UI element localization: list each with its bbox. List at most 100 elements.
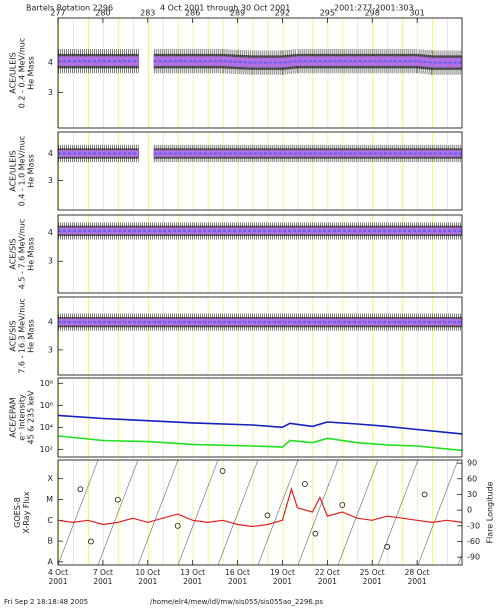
- intensity-line: [57, 414, 463, 435]
- y-axis-label: He Mass: [27, 154, 36, 188]
- panel-frame: [57, 131, 463, 211]
- y-axis-label: e⁻ Intensity: [18, 394, 27, 441]
- y-axis-label: He Mass: [27, 319, 36, 353]
- flare: [88, 538, 94, 545]
- x-tick-label: 13 Oct 2001: [180, 568, 206, 586]
- flare: [312, 530, 319, 537]
- y-axis-label: 4.5 - 7.6 MeV/nuc: [18, 219, 27, 290]
- intensity-line: [57, 435, 463, 452]
- flare: [174, 522, 181, 529]
- panel-background: [58, 297, 462, 375]
- x-tick-text: 25 Oct 2001: [359, 568, 385, 586]
- y-axis-label: ACE/ULEIS: [9, 150, 18, 191]
- y2-tick-label: -60: [467, 537, 480, 546]
- y2-tick-label: 0: [467, 506, 472, 515]
- x-tick-label-top: 283: [140, 9, 155, 18]
- footer-path: /home/elr4/mew/idl/mw/sis055/sis055ao_22…: [150, 598, 323, 606]
- he4-band-center: [58, 60, 462, 64]
- y-axis-label: X-Ray Flux: [22, 491, 31, 533]
- y-tick-label: 10⁸: [40, 379, 53, 388]
- x-tick-label-top: 280: [95, 9, 110, 18]
- y-tick-label: M: [46, 495, 53, 504]
- panel-background: [58, 378, 462, 457]
- panel-frame: [57, 377, 463, 458]
- doy-range: 2001:277-2001:303: [334, 4, 414, 13]
- y-axis-label: ACE/SIS: [9, 320, 18, 351]
- x-tick-label: 16 Oct 2001: [225, 568, 250, 586]
- flare: [115, 496, 121, 503]
- y2-tick-label: -30: [467, 521, 480, 530]
- x-tick-label-top: 277: [50, 9, 65, 18]
- x-tick-text: 16 Oct 2001: [225, 568, 250, 586]
- x-tick-label: 19 Oct 2001: [269, 568, 295, 586]
- flare: [384, 543, 391, 550]
- y-axis-label: 0.4 - 1.0 MeV/nuc: [18, 136, 27, 207]
- flare: [264, 512, 271, 519]
- y-axis-label: ACE/ULEIS: [9, 52, 18, 93]
- y2-tick-label: 60: [467, 474, 477, 483]
- x-tick-text: 13 Oct 2001: [180, 568, 206, 586]
- flare: [219, 468, 226, 474]
- x-tick-label-top: 298: [365, 9, 380, 18]
- x-tick-text: 7 Oct 2001: [92, 568, 113, 586]
- x-tick-label-top: 286: [185, 9, 200, 18]
- y-tick-label: 10²: [40, 445, 53, 454]
- y-tick-label: 4: [48, 228, 53, 237]
- footer-time: Fri Sep 2 18:18:48 2005: [4, 598, 88, 606]
- x-tick-label: 7 Oct 2001: [92, 568, 113, 586]
- flare: [302, 481, 308, 487]
- panel-background: [58, 132, 462, 210]
- y-tick-label: X: [48, 474, 54, 483]
- y-axis-label: ACE/EPAM: [9, 397, 18, 438]
- y-axis-label: ACE/SIS: [9, 238, 18, 269]
- x-tick-label-top: 295: [320, 9, 335, 18]
- y2-tick-label: -90: [467, 553, 480, 562]
- x-tick-text: 19 Oct 2001: [269, 568, 295, 586]
- y-axis-label: 0.2 - 0.4 MeV/nuc: [18, 38, 27, 109]
- y-tick-label: 3: [48, 345, 53, 354]
- flare: [77, 486, 84, 493]
- panel-frame: [57, 214, 463, 294]
- y2-tick-label: 30: [467, 490, 477, 499]
- y2-tick-label: 90: [467, 459, 477, 468]
- y2-axis-label: Flare Longitude: [486, 481, 495, 543]
- panel-frame: [57, 459, 463, 566]
- y-tick-label: B: [48, 537, 54, 546]
- x-tick-text: 22 Oct 2001: [314, 568, 340, 586]
- x-tick-text: 4 Oct 2001: [47, 568, 69, 586]
- y-tick-label: 4: [48, 318, 53, 327]
- x-tick-text: 28 Oct 2001: [404, 568, 430, 586]
- y-tick-label: 10⁴: [40, 423, 53, 432]
- title: Bartels Rotation 2296: [26, 4, 113, 13]
- panel-frame: [57, 17, 463, 129]
- x-tick-label-top: 289: [230, 9, 245, 18]
- y-axis-label: GOES-8: [13, 497, 22, 528]
- y-axis-label: 45 & 235 keV: [27, 390, 36, 445]
- y-axis-label: He Mass: [27, 56, 36, 90]
- y-axis-label: 7.6 - 16.3 MeV/nuc: [18, 298, 27, 374]
- y-tick-label: A: [48, 557, 54, 566]
- panel-frame: [57, 296, 463, 376]
- x-tick-label-top: 292: [275, 9, 290, 18]
- date-range: 4 Oct 2001 through 30 Oct 2001: [160, 4, 290, 13]
- y-tick-label: 10⁶: [40, 401, 53, 410]
- x-tick-label: 22 Oct 2001: [314, 568, 340, 586]
- longitude-tracks: [58, 460, 462, 565]
- flare: [421, 491, 428, 498]
- y-tick-label: 3: [48, 257, 53, 266]
- y-axis-label: He Mass: [27, 237, 36, 271]
- y-tick-label: 3: [48, 88, 53, 97]
- x-tick-label-top: 301: [409, 9, 424, 18]
- x-tick-text: 10 Oct 2001: [135, 568, 161, 586]
- x-tick-label: 10 Oct 2001: [135, 568, 161, 586]
- y-tick-label: 3: [48, 176, 53, 185]
- y-tick-label: C: [47, 516, 53, 525]
- y-tick-label: 4: [48, 58, 53, 67]
- flare: [339, 502, 346, 508]
- xray-flux: [57, 487, 463, 528]
- y-tick-label: 4: [48, 149, 53, 158]
- x-tick-label: 28 Oct 2001: [404, 568, 430, 586]
- x-tick-label: 25 Oct 2001: [359, 568, 385, 586]
- x-tick-label: 4 Oct 2001: [47, 568, 69, 586]
